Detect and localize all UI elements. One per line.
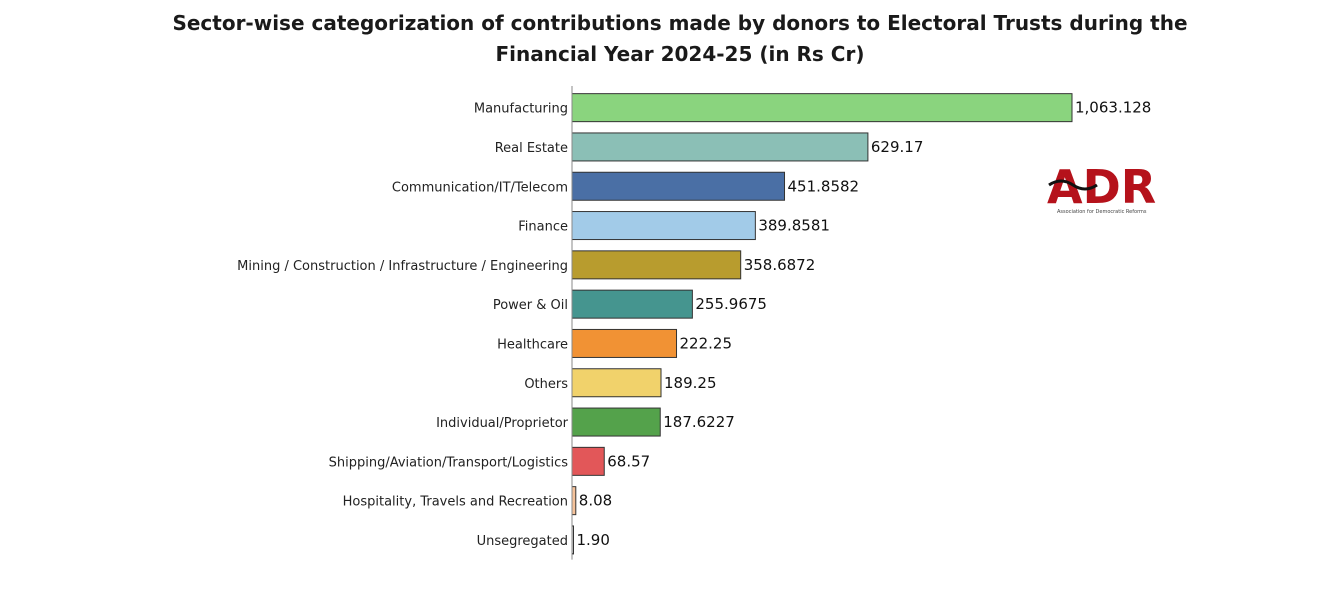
value-label-9: 68.57	[607, 452, 650, 470]
logo-text: ADR	[1047, 160, 1156, 214]
value-label-10: 8.08	[579, 492, 612, 510]
value-label-11: 1.90	[577, 531, 610, 549]
category-label-4: Mining / Construction / Infrastructure /…	[237, 259, 568, 274]
bar-9	[571, 446, 605, 476]
value-label-0: 1,063.128	[1075, 99, 1151, 117]
value-label-4: 358.6872	[744, 256, 816, 274]
chart-title: Sector-wise categorization of contributi…	[172, 11, 1188, 66]
bar-10	[571, 486, 577, 516]
logo-subtitle: Association for Democratic Reforms	[1057, 209, 1147, 215]
bar-1	[571, 132, 869, 162]
value-label-6: 222.25	[680, 334, 733, 352]
value-label-5: 255.9675	[695, 295, 767, 313]
category-label-1: Real Estate	[495, 141, 568, 156]
bar-7	[571, 368, 662, 398]
category-label-11: Unsegregated	[477, 534, 568, 549]
category-label-8: Individual/Proprietor	[436, 416, 569, 431]
bar-6	[571, 328, 678, 358]
category-label-5: Power & Oil	[493, 298, 568, 313]
category-label-2: Communication/IT/Telecom	[392, 180, 568, 195]
category-label-3: Finance	[518, 220, 568, 235]
value-label-7: 189.25	[664, 374, 717, 392]
value-label-8: 187.6227	[663, 413, 735, 431]
bar-2	[571, 171, 786, 201]
category-label-10: Hospitality, Travels and Recreation	[343, 495, 568, 510]
category-label-9: Shipping/Aviation/Transport/Logistics	[329, 455, 569, 470]
category-label-7: Others	[524, 377, 568, 392]
value-label-2: 451.8582	[788, 177, 860, 195]
category-label-6: Healthcare	[497, 337, 568, 352]
bar-5	[571, 289, 693, 319]
bar-4	[571, 250, 742, 280]
category-label-0: Manufacturing	[474, 102, 568, 117]
value-label-3: 389.8581	[758, 217, 830, 235]
bars-layer: Manufacturing 1,063.128 Real Estate 629.17 C…	[237, 93, 1151, 555]
adr-logo: ADR Association for Democratic Reforms	[1047, 160, 1156, 215]
bar-3	[571, 211, 756, 241]
logo-swoosh-icon	[1048, 179, 1098, 191]
bar-0	[571, 93, 1073, 123]
value-label-1: 629.17	[871, 138, 924, 156]
bar-8	[571, 407, 661, 437]
